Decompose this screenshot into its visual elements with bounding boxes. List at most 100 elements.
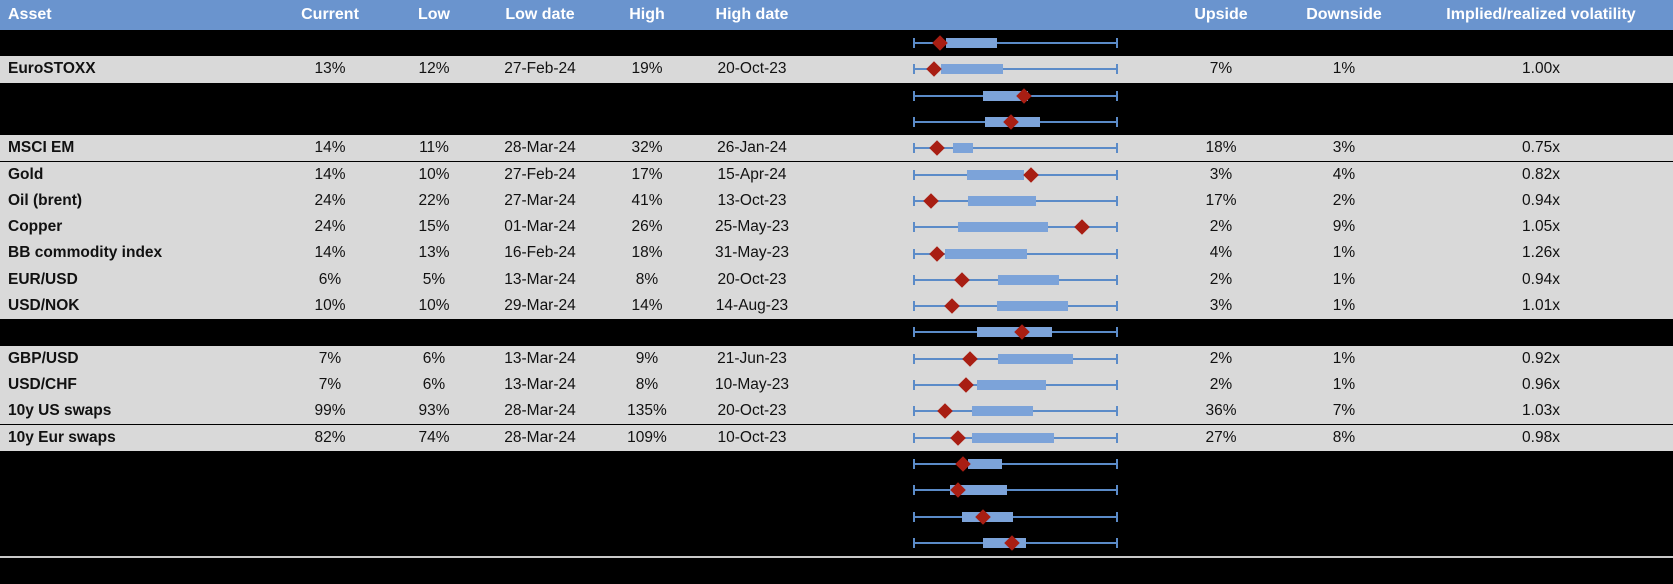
- downside-value: 1%: [1332, 349, 1356, 367]
- table-row: [0, 529, 1673, 556]
- asset-name: [8, 503, 288, 529]
- boxplot-low-cap: [913, 327, 915, 338]
- column-header-implied-realized: Implied/realized volatility: [1446, 6, 1636, 23]
- range-boxplot: [913, 56, 1118, 82]
- low-date: 27-Feb-24: [504, 60, 576, 78]
- implied-realized-value: [1411, 30, 1671, 56]
- current-marker-icon: [923, 193, 940, 209]
- implied-realized-value: 1.26x: [1522, 244, 1560, 262]
- boxplot-low-cap: [913, 301, 915, 312]
- low-value: 6%: [422, 375, 446, 393]
- implied-realized-value: [1411, 319, 1671, 345]
- asset-name: Oil (brent): [8, 191, 83, 209]
- asset-name: EUR/USD: [8, 270, 78, 288]
- downside-value: 8%: [1332, 428, 1356, 446]
- range-boxplot: [913, 425, 1118, 451]
- boxplot-high-cap: [1116, 248, 1118, 259]
- boxplot-high-cap: [1116, 406, 1118, 417]
- low-value: 10%: [418, 165, 450, 183]
- boxplot-box: [998, 274, 1059, 285]
- asset-name: [8, 319, 288, 345]
- range-boxplot: [913, 530, 1118, 556]
- range-boxplot: [913, 109, 1118, 135]
- range-boxplot: [913, 398, 1118, 424]
- current-value: 99%: [314, 402, 346, 420]
- boxplot-high-cap: [1116, 169, 1118, 180]
- boxplot-low-cap: [913, 117, 915, 128]
- table-row: [0, 30, 1673, 57]
- low-value: 5%: [422, 270, 446, 288]
- column-header-high-date: High date: [715, 6, 789, 23]
- upside-value: [1161, 503, 1281, 529]
- boxplot-high-cap: [1116, 38, 1118, 49]
- implied-realized-value: 0.75x: [1522, 139, 1560, 157]
- current-value: [270, 530, 390, 556]
- boxplot-high-cap: [1116, 143, 1118, 154]
- current-value: 24%: [314, 191, 346, 209]
- boxplot-high-cap: [1116, 64, 1118, 75]
- high-value: 14%: [631, 297, 663, 314]
- asset-name: MSCI EM: [8, 139, 75, 157]
- implied-realized-value: [1411, 530, 1671, 556]
- current-marker-icon: [925, 61, 942, 78]
- low-date: 13-Mar-24: [504, 375, 576, 393]
- asset-name: USD/NOK: [8, 297, 80, 314]
- current-value: [270, 109, 390, 135]
- current-marker-icon: [958, 377, 975, 393]
- upside-value: 3%: [1209, 297, 1233, 314]
- high-value: 32%: [631, 139, 663, 157]
- boxplot-whisker-line: [913, 515, 1118, 518]
- boxplot-whisker-line: [913, 462, 1118, 465]
- range-boxplot: [913, 162, 1118, 188]
- boxplot-low-cap: [913, 458, 915, 469]
- boxplot-box: [945, 38, 998, 49]
- high-value: 9%: [635, 349, 659, 367]
- low-value: 93%: [418, 402, 450, 420]
- high-date: [682, 451, 822, 477]
- boxplot-low-cap: [913, 432, 915, 443]
- upside-value: 2%: [1209, 270, 1233, 288]
- high-date: [682, 109, 822, 135]
- implied-realized-value: 0.94x: [1522, 270, 1560, 288]
- current-value: 14%: [314, 139, 346, 157]
- implied-realized-value: 1.01x: [1522, 297, 1560, 314]
- high-date: [682, 503, 822, 529]
- boxplot-high-cap: [1116, 458, 1118, 469]
- current-marker-icon: [954, 272, 970, 288]
- high-date: 10-Oct-23: [717, 428, 787, 446]
- implied-realized-value: [1411, 503, 1671, 529]
- asset-name: 10y US swaps: [8, 402, 112, 420]
- boxplot-low-cap: [913, 380, 915, 391]
- high-date: [682, 319, 822, 345]
- table-row: [0, 82, 1673, 109]
- range-boxplot: [913, 503, 1118, 529]
- high-date: 14-Aug-23: [715, 297, 789, 314]
- current-value: [270, 83, 390, 109]
- table-row: [0, 477, 1673, 504]
- asset-name: GBP/USD: [8, 349, 79, 367]
- implied-realized-value: 1.03x: [1522, 402, 1560, 420]
- high-date: 21-Jun-23: [717, 349, 787, 367]
- asset-name: [8, 477, 288, 503]
- downside-value: 1%: [1332, 270, 1356, 288]
- boxplot-box: [968, 195, 1036, 206]
- range-boxplot: [913, 240, 1118, 266]
- asset-name: [8, 109, 288, 135]
- high-value: 8%: [635, 375, 659, 393]
- downside-value: [1284, 503, 1404, 529]
- upside-value: 2%: [1209, 218, 1233, 236]
- upside-value: 4%: [1209, 244, 1233, 262]
- table-row: Copper 24% 15% 01-Mar-24 26% 25-May-23 2…: [0, 214, 1673, 241]
- table-row: GBP/USD 7% 6% 13-Mar-24 9% 21-Jun-23 2% …: [0, 345, 1673, 372]
- current-value: 14%: [314, 244, 346, 262]
- asset-name: [8, 451, 288, 477]
- downside-value: 7%: [1332, 402, 1356, 420]
- upside-value: 18%: [1205, 139, 1237, 157]
- implied-realized-value: [1411, 109, 1671, 135]
- downside-value: [1284, 477, 1404, 503]
- boxplot-high-cap: [1116, 537, 1118, 548]
- boxplot-whisker-line: [913, 147, 1118, 150]
- range-boxplot: [913, 214, 1118, 240]
- asset-name: [8, 530, 288, 556]
- boxplot-box: [944, 248, 1027, 259]
